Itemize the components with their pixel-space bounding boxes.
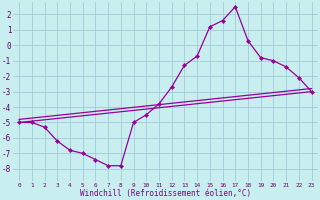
- X-axis label: Windchill (Refroidissement éolien,°C): Windchill (Refroidissement éolien,°C): [80, 189, 251, 198]
